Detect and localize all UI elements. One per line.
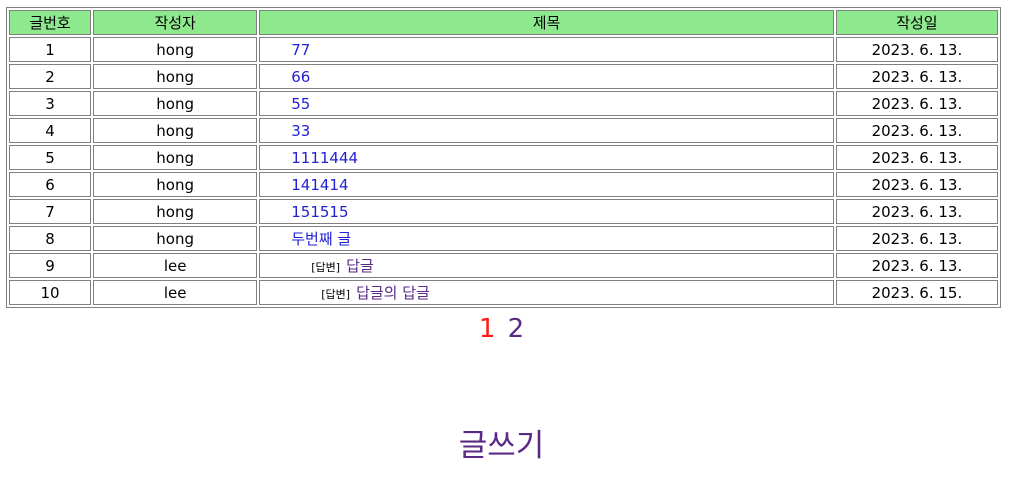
cell-date: 2023. 6. 13.: [835, 145, 998, 170]
cell-no: 3: [9, 91, 92, 116]
post-title-link[interactable]: 55: [291, 94, 311, 113]
post-title-link[interactable]: 답글: [346, 257, 374, 275]
cell-date: 2023. 6. 13.: [835, 118, 998, 143]
cell-title: 151515: [259, 199, 834, 224]
table-row: 3 hong 55 2023. 6. 13.: [9, 91, 998, 116]
cell-title: 77: [259, 37, 834, 62]
post-title-link[interactable]: 33: [291, 121, 311, 140]
cell-date: 2023. 6. 13.: [835, 91, 998, 116]
cell-no: 6: [9, 172, 92, 197]
cell-title: [답변] 답글의 답글: [259, 280, 834, 305]
table-row: 1 hong 77 2023. 6. 13.: [9, 37, 998, 62]
table-row: 4 hong 33 2023. 6. 13.: [9, 118, 998, 143]
cell-title: 141414: [259, 172, 834, 197]
table-row: 10 lee [답변] 답글의 답글 2023. 6. 15.: [9, 280, 998, 305]
cell-writer: lee: [93, 280, 258, 305]
cell-date: 2023. 6. 13.: [835, 253, 998, 278]
cell-no: 1: [9, 37, 92, 62]
cell-title: 55: [259, 91, 834, 116]
cell-writer: lee: [93, 253, 258, 278]
post-title-link[interactable]: 답글의 답글: [356, 284, 430, 302]
cell-writer: hong: [93, 64, 258, 89]
table-header-row: 글번호 작성자 제목 작성일: [9, 10, 998, 35]
cell-no: 5: [9, 145, 92, 170]
table-row: 5 hong 1111444 2023. 6. 13.: [9, 145, 998, 170]
cell-title: 1111444: [259, 145, 834, 170]
cell-date: 2023. 6. 13.: [835, 37, 998, 62]
cell-date: 2023. 6. 13.: [835, 64, 998, 89]
cell-writer: hong: [93, 172, 258, 197]
cell-no: 2: [9, 64, 92, 89]
cell-no: 10: [9, 280, 92, 305]
cell-writer: hong: [93, 226, 258, 251]
header-writer: 작성자: [93, 10, 258, 35]
cell-no: 4: [9, 118, 92, 143]
table-row: 9 lee [답변] 답글 2023. 6. 13.: [9, 253, 998, 278]
cell-writer: hong: [93, 199, 258, 224]
pagination: 1 2: [0, 314, 1003, 344]
cell-writer: hong: [93, 145, 258, 170]
table-row: 7 hong 151515 2023. 6. 13.: [9, 199, 998, 224]
cell-date: 2023. 6. 13.: [835, 172, 998, 197]
post-title-link[interactable]: 141414: [291, 175, 349, 194]
reply-tag: [답변]: [321, 288, 351, 301]
write-post-link[interactable]: 글쓰기: [458, 428, 545, 464]
header-date: 작성일: [835, 10, 998, 35]
post-title-link[interactable]: 151515: [291, 202, 349, 221]
cell-no: 8: [9, 226, 92, 251]
table-row: 6 hong 141414 2023. 6. 13.: [9, 172, 998, 197]
cell-no: 9: [9, 253, 92, 278]
table-row: 8 hong 두번째 글 2023. 6. 13.: [9, 226, 998, 251]
cell-title: [답변] 답글: [259, 253, 834, 278]
cell-date: 2023. 6. 13.: [835, 199, 998, 224]
header-title: 제목: [259, 10, 834, 35]
cell-writer: hong: [93, 91, 258, 116]
cell-no: 7: [9, 199, 92, 224]
cell-title: 66: [259, 64, 834, 89]
page-link-1[interactable]: 1: [478, 314, 496, 344]
board-table: 글번호 작성자 제목 작성일 1 hong 77 2023. 6. 13. 2 hong 6…: [6, 7, 1001, 308]
header-no: 글번호: [9, 10, 92, 35]
post-title-link[interactable]: 1111444: [291, 148, 359, 167]
reply-tag: [답변]: [311, 261, 341, 274]
page-link-2[interactable]: 2: [507, 314, 525, 344]
cell-writer: hong: [93, 37, 258, 62]
post-title-link[interactable]: 66: [291, 67, 311, 86]
table-row: 2 hong 66 2023. 6. 13.: [9, 64, 998, 89]
cell-date: 2023. 6. 15.: [835, 280, 998, 305]
cell-writer: hong: [93, 118, 258, 143]
cell-title: 두번째 글: [259, 226, 834, 251]
post-title-link[interactable]: 두번째 글: [291, 230, 352, 248]
cell-date: 2023. 6. 13.: [835, 226, 998, 251]
cell-title: 33: [259, 118, 834, 143]
post-title-link[interactable]: 77: [291, 40, 311, 59]
write-area: 글쓰기: [0, 420, 1003, 465]
